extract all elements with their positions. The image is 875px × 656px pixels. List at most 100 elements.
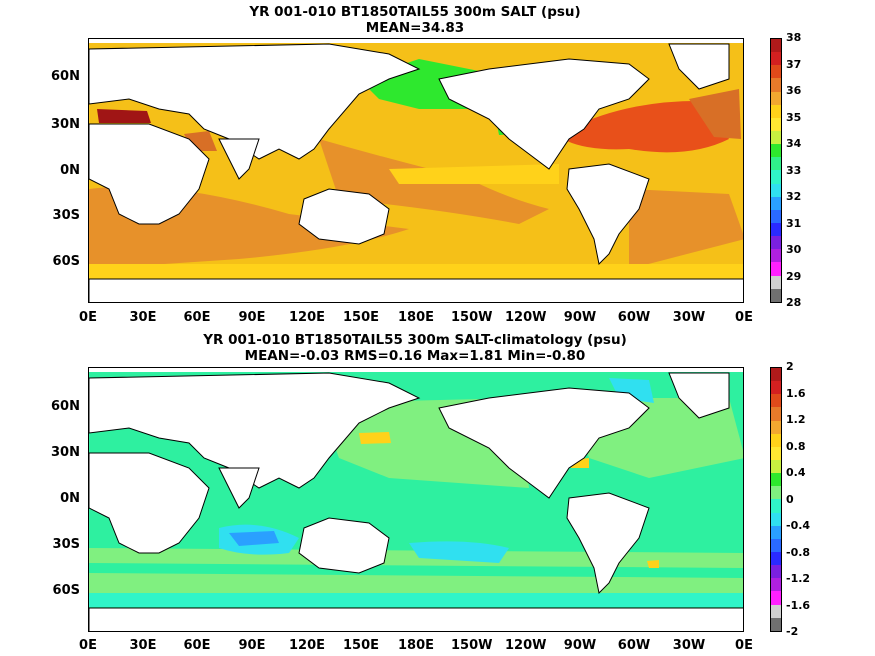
colorbar-tick-label: 28 [786,296,802,309]
bottom-lon-label: 150E [342,638,380,653]
colorbar-swatch [771,196,781,210]
colorbar-tick-label: 36 [786,84,802,97]
bottom-lon-label: 0E [735,638,753,653]
colorbar-tick-label: 37 [786,57,802,71]
bottom-lat-label-60s: 60S [52,583,80,598]
bottom-map-title: YR 001-010 BT1850TAIL55 300m SALT-climat… [203,332,627,348]
top-lat-label-60n: 60N [51,69,80,84]
colorbar-swatch [771,578,781,592]
colorbar-swatch [771,486,781,500]
top-landmasses [89,43,743,302]
bottom-lat-label-30s: 30S [52,537,80,552]
colorbar-swatch [771,499,781,513]
top-lon-label: 0E [735,310,753,325]
colorbar-tick-label: -0.4 [786,519,811,532]
colorbar-swatch [771,130,781,145]
top-lon-label: 60E [183,310,211,325]
top-salinity-map [88,38,744,303]
colorbar-swatch [771,104,781,118]
colorbar-tick-label: 33 [786,163,802,177]
colorbar-swatch [771,446,781,460]
colorbar-swatch [771,433,781,447]
colorbar-tick-label: 32 [786,190,802,203]
top-lon-label: 150E [342,310,380,325]
colorbar-swatch [771,407,781,421]
colorbar-swatch [771,39,781,53]
bottom-lon-label: 90E [238,638,266,653]
colorbar-swatch [771,249,781,263]
colorbar-swatch [771,78,781,92]
top-lat-label-30n: 30N [51,117,80,132]
bottom-lon-label: 180E [397,638,435,653]
colorbar-tick-label: -0.8 [786,545,811,559]
top-lon-label: 0E [79,310,97,325]
colorbar-swatch [771,65,781,79]
bottom-lon-label: 30W [672,638,706,653]
bottom-lon-label: 0E [79,638,97,653]
bottom-lon-label: 120W [505,638,547,653]
bottom-lon-label: 60W [617,638,651,653]
colorbar-swatch [771,591,781,605]
colorbar-swatch [771,288,781,302]
colorbar-swatch [771,459,781,474]
colorbar-swatch [771,157,781,171]
bottom-lat-label-60n: 60N [51,399,80,414]
bottom-map-subtitle: MEAN=-0.03 RMS=0.16 Max=1.81 Min=-0.80 [244,348,586,364]
colorbar-swatch [771,525,781,539]
top-lat-label-30s: 30S [52,208,80,223]
colorbar-tick-label: -2 [786,625,799,638]
top-lat-label-0n: 0N [60,163,80,178]
colorbar-swatch [771,565,781,579]
colorbar-swatch [771,170,781,184]
colorbar-swatch [771,262,781,276]
colorbar-swatch [771,222,781,237]
colorbar-swatch [771,538,781,552]
bottom-lon-label: 90W [563,638,597,653]
colorbar-tick-label: 31 [786,216,802,230]
colorbar-swatch [771,368,781,382]
colorbar-tick-label: 29 [786,269,802,283]
bottom-lat-label-30n: 30N [51,445,80,460]
top-lon-label: 120E [288,310,326,325]
colorbar-swatch [771,117,781,131]
colorbar-swatch [771,381,781,395]
colorbar-tick-label: 2 [786,360,794,373]
top-lon-label: 30W [672,310,706,325]
top-map-subtitle: MEAN=34.83 [365,20,465,36]
colorbar-tick-label: -1.6 [786,598,811,612]
top-lon-label: 30E [129,310,157,325]
colorbar-swatch [771,236,781,250]
colorbar-swatch [771,275,781,289]
top-lon-label: 60W [617,310,651,325]
colorbar-swatch [771,617,781,631]
bottom-salinity-anomaly-map [88,367,744,632]
top-lon-label: 180E [397,310,435,325]
top-lon-label: 90E [238,310,266,325]
top-lon-label: 150W [451,310,493,325]
bottom-lon-label: 150W [451,638,493,653]
colorbar-swatch [771,420,781,434]
colorbar-tick-label: 34 [786,137,802,150]
bottom-lat-label-0n: 0N [60,491,80,506]
colorbar-swatch [771,394,781,408]
top-lat-label-60s: 60S [52,254,80,269]
colorbar-tick-label: 0.8 [786,439,806,453]
top-map-title: YR 001-010 BT1850TAIL55 300m SALT (psu) [249,4,581,20]
colorbar-swatch [771,52,781,66]
colorbar-swatch [771,604,781,618]
colorbar-swatch [771,144,781,158]
colorbar-swatch [771,183,781,197]
colorbar-tick-label: 1.6 [786,386,806,400]
bottom-lon-label: 60E [183,638,211,653]
colorbar-swatch [771,91,781,105]
bottom-landmasses [89,372,743,631]
colorbar-swatch [771,551,781,566]
colorbar-tick-label: 0.4 [786,466,806,479]
colorbar-tick-label: 30 [786,243,802,256]
colorbar-swatch [771,209,781,223]
colorbar-tick-label: 1.2 [786,413,806,426]
bottom-lon-label: 30E [129,638,157,653]
bottom-colorbar [770,367,782,632]
colorbar-swatch [771,473,781,487]
colorbar-tick-label: -1.2 [786,572,811,585]
